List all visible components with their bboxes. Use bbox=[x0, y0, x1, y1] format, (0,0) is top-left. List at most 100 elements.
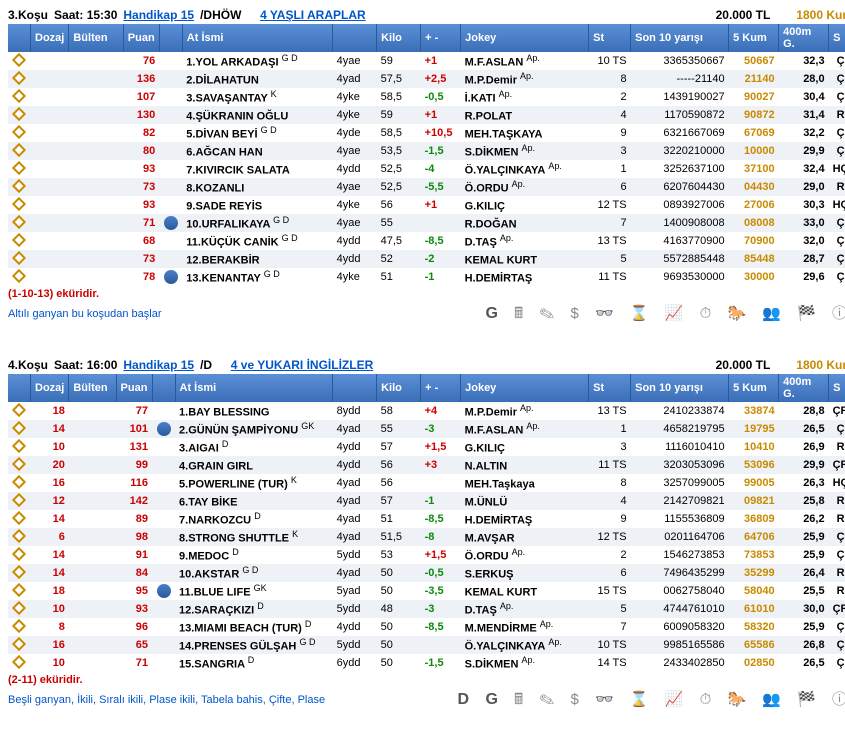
table-row[interactable]: 18 77 1.BAY BLESSING 8ydd 58 +4 M.P.Demi… bbox=[8, 402, 845, 420]
table-row[interactable]: 93 7.KIVIRCIK SALATA 4ydd 52,5 -4 Ö.YALÇ… bbox=[8, 160, 845, 178]
cell-horse[interactable]: 14.PRENSES GÜLŞAH G D bbox=[175, 636, 333, 654]
cell-kum5: 73853 bbox=[729, 546, 779, 564]
table-row[interactable]: 10 131 3.AIGAI D 4ydd 57 +1,5 G.KILIÇ 3 … bbox=[8, 438, 845, 456]
table-row[interactable]: 8 96 13.MIAMI BEACH (TUR) D 4ydd 50 -8,5… bbox=[8, 618, 845, 636]
cell-horse[interactable]: 12.SARAÇKIZI D bbox=[175, 600, 333, 618]
cell-horse[interactable]: 10.AKSTAR G D bbox=[175, 564, 333, 582]
cell-son10: 1546273853 bbox=[631, 546, 729, 564]
race-subtitle[interactable]: 4 YAŞLI ARAPLAR bbox=[260, 8, 366, 22]
cell-horse[interactable]: 10.URFALIKAYA G D bbox=[182, 214, 332, 232]
th-plus[interactable]: + - bbox=[421, 24, 461, 52]
table-row[interactable]: 6 98 8.STRONG SHUTTLE K 4yad 51,5 -8 M.A… bbox=[8, 528, 845, 546]
cell-horse[interactable]: 7.KIVIRCIK SALATA bbox=[182, 160, 332, 178]
th-S[interactable]: S bbox=[829, 24, 845, 52]
cell-horse[interactable]: 8.KOZANLI bbox=[182, 178, 332, 196]
table-row[interactable]: 80 6.AĞCAN HAN 4yae 53,5 -1,5 S.DİKMEN A… bbox=[8, 142, 845, 160]
cell-horse[interactable]: 8.STRONG SHUTTLE K bbox=[175, 528, 333, 546]
cell-horse[interactable]: 3.AIGAI D bbox=[175, 438, 333, 456]
table-row[interactable]: 107 3.SAVAŞANTAY K 4yke 58,5 -0,5 İ.KATI… bbox=[8, 88, 845, 106]
table-row[interactable]: 78 13.KENANTAY G D 4yke 51 -1 H.DEMİRTAŞ… bbox=[8, 268, 845, 286]
th-kum5[interactable]: 5 Kum bbox=[729, 24, 779, 52]
th-bulten[interactable]: Bülten bbox=[69, 374, 116, 402]
th-puan[interactable]: Puan bbox=[116, 374, 152, 402]
table-row[interactable]: 14 101 2.GÜNÜN ŞAMPİYONU GK 4yad 55 -3 M… bbox=[8, 420, 845, 438]
table-row[interactable]: 18 95 11.BLUE LIFE GK 5yad 50 -3,5 KEMAL… bbox=[8, 582, 845, 600]
th-st[interactable]: St bbox=[589, 24, 631, 52]
cell-horse[interactable]: 9.SADE REYİS bbox=[182, 196, 332, 214]
table-row[interactable]: 14 91 9.MEDOC D 5ydd 53 +1,5 Ö.ORDU Ap. … bbox=[8, 546, 845, 564]
table-row[interactable]: 82 5.DİVAN BEYİ G D 4yde 58,5 +10,5 MEH.… bbox=[8, 124, 845, 142]
table-row[interactable]: 73 8.KOZANLI 4yae 52,5 -5,5 Ö.ORDU Ap. 6… bbox=[8, 178, 845, 196]
cell-horse[interactable]: 5.DİVAN BEYİ G D bbox=[182, 124, 332, 142]
cell-horse[interactable]: 12.BERAKBİR bbox=[182, 250, 332, 268]
th-dozaj[interactable]: Dozaj bbox=[31, 374, 69, 402]
table-row[interactable]: 10 71 15.SANGRIA D 6ydd 50 -1,5 S.DİKMEN… bbox=[8, 654, 845, 672]
cell-horse[interactable]: 1.YOL ARKADAŞI G D bbox=[182, 52, 332, 70]
cell-horse[interactable]: 7.NARKOZCU D bbox=[175, 510, 333, 528]
cell-puan: 82 bbox=[123, 124, 159, 142]
cell-horse[interactable]: 13.KENANTAY G D bbox=[182, 268, 332, 286]
th-son10[interactable]: Son 10 yarışı bbox=[631, 374, 729, 402]
th-kilo[interactable]: Kilo bbox=[377, 374, 421, 402]
cell-horse[interactable]: 11.KÜÇÜK CANİK G D bbox=[182, 232, 332, 250]
race-link[interactable]: Handikap 15 bbox=[123, 8, 194, 22]
cell-S: HÇ bbox=[829, 160, 845, 178]
th-st[interactable]: St bbox=[589, 374, 631, 402]
race-link[interactable]: Handikap 15 bbox=[123, 358, 194, 372]
table-row[interactable]: 71 10.URFALIKAYA G D 4yae 55 R.DOĞAN 7 1… bbox=[8, 214, 845, 232]
cell-horse[interactable]: 3.SAVAŞANTAY K bbox=[182, 88, 332, 106]
cell-horse[interactable]: 4.GRAIN GIRL bbox=[175, 456, 333, 474]
table-row[interactable]: 14 89 7.NARKOZCU D 4yad 51 -8,5 H.DEMİRT… bbox=[8, 510, 845, 528]
cell-horse[interactable]: 6.TAY BİKE bbox=[175, 492, 333, 510]
cell-horse[interactable]: 13.MIAMI BEACH (TUR) D bbox=[175, 618, 333, 636]
table-row[interactable]: 20 99 4.GRAIN GIRL 4ydd 56 +3 N.ALTIN 11… bbox=[8, 456, 845, 474]
table-row[interactable]: 73 12.BERAKBİR 4ydd 52 -2 KEMAL KURT 5 5… bbox=[8, 250, 845, 268]
table-row[interactable]: 12 142 6.TAY BİKE 4yad 57 -1 M.ÜNLÜ 4 21… bbox=[8, 492, 845, 510]
th-dozaj[interactable]: Dozaj bbox=[31, 24, 69, 52]
th-plus[interactable]: + - bbox=[421, 374, 461, 402]
th-puan[interactable]: Puan bbox=[123, 24, 159, 52]
cell-horse[interactable]: 2.GÜNÜN ŞAMPİYONU GK bbox=[175, 420, 333, 438]
cell-plus: -1 bbox=[421, 492, 461, 510]
table-row[interactable]: 16 65 14.PRENSES GÜLŞAH G D 5ydd 50 Ö.YA… bbox=[8, 636, 845, 654]
cell-plus: +1 bbox=[421, 52, 461, 70]
cell-horse[interactable]: 6.AĞCAN HAN bbox=[182, 142, 332, 160]
table-row[interactable]: 10 93 12.SARAÇKIZI D 5ydd 48 -3 D.TAŞ Ap… bbox=[8, 600, 845, 618]
table-row[interactable]: 130 4.ŞÜKRANIN OĞLU 4yke 59 +1 R.POLAT 4… bbox=[8, 106, 845, 124]
cell-kum5: 33874 bbox=[729, 402, 779, 420]
cell-dozaj: 16 bbox=[31, 636, 69, 654]
th-m400[interactable]: 400m G. bbox=[779, 374, 829, 402]
cell-horse[interactable]: 9.MEDOC D bbox=[175, 546, 333, 564]
th-jokey[interactable]: Jokey bbox=[461, 24, 589, 52]
table-row[interactable]: 14 84 10.AKSTAR G D 4yad 50 -0,5 S.ERKUŞ… bbox=[8, 564, 845, 582]
th-S[interactable]: S bbox=[829, 374, 845, 402]
toolbar[interactable]: D G 🖩 ✎ $ 👓 ⌛ 📈 ⏱ 🐎 👥 🏁 ⓘ bbox=[458, 688, 845, 714]
th-jokey[interactable]: Jokey bbox=[461, 374, 589, 402]
cell-horse[interactable]: 11.BLUE LIFE GK bbox=[175, 582, 333, 600]
cell-jokey: M.F.ASLAN Ap. bbox=[461, 420, 589, 438]
th-at[interactable]: At İsmi bbox=[175, 374, 333, 402]
table-row[interactable]: 76 1.YOL ARKADAŞI G D 4yae 59 +1 M.F.ASL… bbox=[8, 52, 845, 70]
th-m400[interactable]: 400m G. bbox=[779, 24, 829, 52]
toolbar[interactable]: G 🖩 ✎ $ 👓 ⌛ 📈 ⏱ 🐎 👥 🏁 ⓘ bbox=[486, 302, 845, 328]
th-kilo[interactable]: Kilo bbox=[377, 24, 421, 52]
th-kum5[interactable]: 5 Kum bbox=[729, 374, 779, 402]
table-row[interactable]: 93 9.SADE REYİS 4yke 56 +1 G.KILIÇ 12 TS… bbox=[8, 196, 845, 214]
race-table: Dozaj Bülten Puan At İsmi Kilo + - Jokey… bbox=[8, 24, 845, 286]
cell-son10: 2410233874 bbox=[631, 402, 729, 420]
cell-horse[interactable]: 5.POWERLINE (TUR) K bbox=[175, 474, 333, 492]
cell-bulten bbox=[69, 196, 123, 214]
table-row[interactable]: 136 2.DİLAHATUN 4yad 57,5 +2,5 M.P.Demir… bbox=[8, 70, 845, 88]
th-at[interactable]: At İsmi bbox=[182, 24, 332, 52]
table-row[interactable]: 68 11.KÜÇÜK CANİK G D 4ydd 47,5 -8,5 D.T… bbox=[8, 232, 845, 250]
th-son10[interactable]: Son 10 yarışı bbox=[631, 24, 729, 52]
cell-horse[interactable]: 1.BAY BLESSING bbox=[175, 402, 333, 420]
th-bulten[interactable]: Bülten bbox=[69, 24, 123, 52]
cell-kilo: 53,5 bbox=[377, 142, 421, 160]
cell-horse[interactable]: 2.DİLAHATUN bbox=[182, 70, 332, 88]
cell-dozaj bbox=[31, 232, 69, 250]
cell-horse[interactable]: 4.ŞÜKRANIN OĞLU bbox=[182, 106, 332, 124]
race-subtitle[interactable]: 4 ve YUKARI İNGİLİZLER bbox=[231, 358, 373, 372]
cell-horse[interactable]: 15.SANGRIA D bbox=[175, 654, 333, 672]
table-row[interactable]: 16 116 5.POWERLINE (TUR) K 4yad 56 MEH.T… bbox=[8, 474, 845, 492]
